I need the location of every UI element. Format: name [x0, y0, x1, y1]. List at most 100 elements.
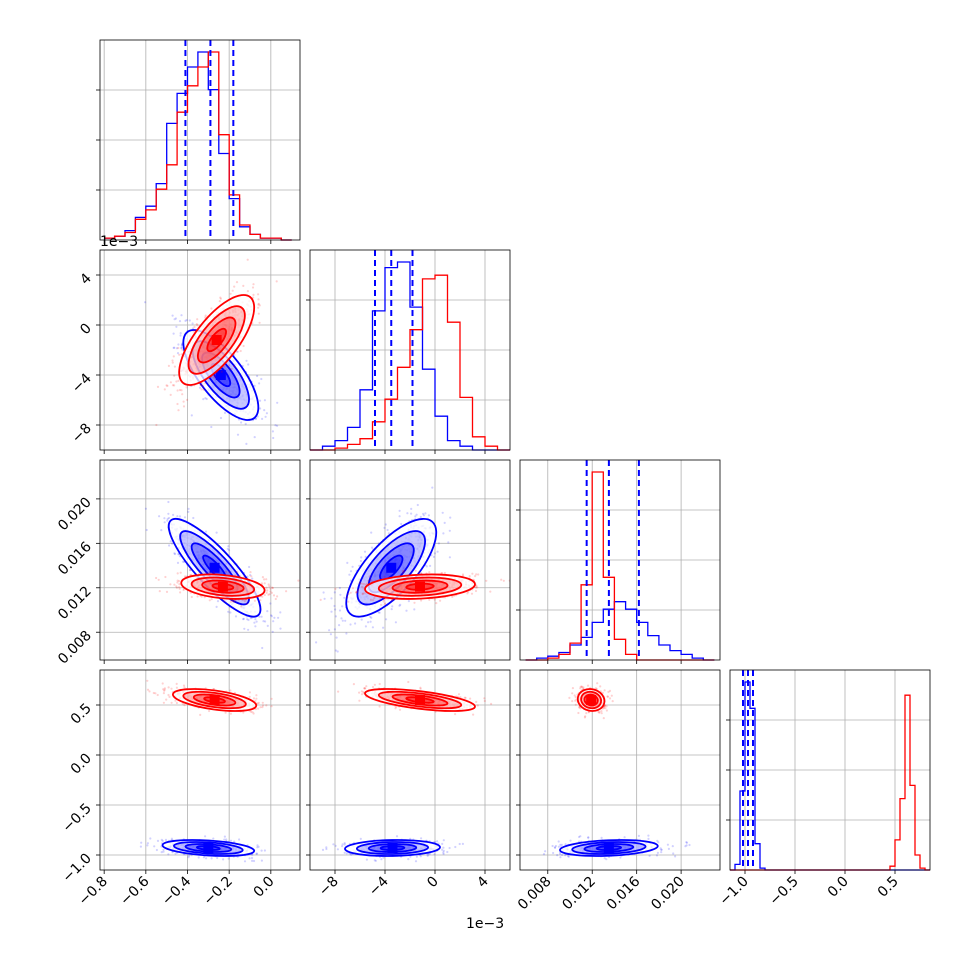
- scatter-point: [176, 581, 179, 584]
- scatter-point: [213, 375, 216, 378]
- scatter-point: [225, 570, 228, 574]
- scatter-point: [258, 304, 261, 307]
- scatter-point: [183, 575, 187, 578]
- scatter-point: [468, 575, 471, 578]
- scatter-point: [361, 582, 364, 585]
- scatter-point: [275, 280, 278, 283]
- scatter-point: [443, 521, 446, 525]
- scatter-point: [164, 575, 167, 579]
- scatter-point: [263, 399, 266, 402]
- scatter-point: [271, 430, 274, 433]
- scatter-point: [180, 347, 183, 350]
- scatter-point: [177, 346, 180, 350]
- scatter-point: [268, 585, 271, 588]
- scatter-point: [160, 851, 163, 854]
- scatter-point: [390, 599, 394, 602]
- scatter-point: [200, 388, 203, 391]
- scatter-point: [178, 580, 181, 583]
- scatter-point: [269, 590, 272, 593]
- scatter-point: [256, 846, 259, 849]
- scatter-point: [401, 569, 404, 573]
- scatter-point: [163, 521, 166, 524]
- scatter-point: [363, 550, 367, 553]
- scatter-point: [179, 571, 182, 574]
- scatter-point: [399, 603, 402, 606]
- scatter-point: [272, 594, 276, 597]
- scatter-point: [173, 552, 176, 555]
- scatter-point: [348, 573, 351, 576]
- scatter-point: [431, 486, 434, 489]
- scatter-point: [240, 421, 243, 424]
- scatter-point: [378, 611, 381, 614]
- scatter-point: [263, 593, 266, 597]
- scatter-point: [258, 615, 261, 618]
- scatter-point: [203, 596, 206, 599]
- scatter-point: [351, 565, 354, 568]
- scatter-point: [181, 348, 184, 351]
- scatter-point: [274, 597, 277, 601]
- scatter-point: [433, 552, 436, 555]
- scatter-point: [176, 515, 179, 518]
- scatter-point: [176, 561, 180, 565]
- scatter-point: [163, 517, 166, 520]
- scatter-point: [255, 697, 258, 700]
- scatter-point: [244, 422, 247, 426]
- scatter-point: [145, 528, 148, 532]
- scatter-point: [251, 286, 255, 289]
- scatter-point: [269, 587, 272, 590]
- scatter-point: [369, 620, 372, 623]
- scatter-point: [204, 314, 207, 317]
- scatter-point: [168, 544, 171, 547]
- scatter-point: [200, 384, 203, 387]
- scatter-point: [475, 573, 478, 576]
- scatter-point: [383, 603, 386, 606]
- scatter-point: [223, 365, 226, 368]
- scatter-point: [285, 590, 288, 593]
- scatter-point: [429, 564, 432, 568]
- scatter-point: [178, 353, 181, 356]
- scatter-point: [215, 605, 218, 609]
- scatter-point: [264, 415, 267, 418]
- scatter-point: [231, 599, 234, 603]
- scatter-point: [179, 591, 182, 594]
- scatter-point: [227, 545, 230, 548]
- scatter-point: [262, 620, 265, 623]
- scatter-point: [186, 398, 189, 401]
- scatter-point: [251, 577, 254, 580]
- scatter-point: [363, 583, 366, 586]
- scatter-point: [260, 377, 263, 381]
- scatter-point: [276, 424, 279, 427]
- scatter-point: [175, 347, 179, 350]
- scatter-point: [204, 530, 208, 533]
- scatter-point: [204, 382, 207, 385]
- scatter-point: [153, 845, 156, 848]
- scatter-point: [330, 610, 333, 613]
- scatter-point: [176, 572, 179, 575]
- scatter-point: [236, 433, 240, 436]
- scatter-point: [261, 576, 264, 579]
- density-peak-0: [203, 843, 214, 853]
- scatter-point: [175, 380, 178, 383]
- scatter-point: [197, 856, 200, 859]
- scatter-point: [176, 402, 179, 406]
- scatter-point: [181, 393, 184, 396]
- scatter-point: [233, 285, 236, 288]
- scatter-point: [242, 344, 245, 348]
- scatter-point: [227, 364, 231, 367]
- scatter-point: [336, 650, 339, 653]
- scatter-point: [219, 416, 223, 420]
- scatter-point: [261, 595, 264, 598]
- scatter-point: [432, 555, 435, 559]
- scatter-point: [489, 590, 492, 593]
- scatter-point: [500, 578, 503, 581]
- density-peak-1: [211, 335, 222, 345]
- scatter-point: [226, 547, 229, 551]
- scatter-point: [273, 616, 276, 619]
- scatter-point: [213, 376, 216, 379]
- scatter-point: [398, 509, 401, 512]
- scatter-point: [360, 585, 364, 588]
- scatter-point: [405, 609, 408, 612]
- scatter-point: [259, 407, 262, 410]
- density-peak-0: [215, 370, 226, 380]
- panel-layer: [96, 39, 931, 874]
